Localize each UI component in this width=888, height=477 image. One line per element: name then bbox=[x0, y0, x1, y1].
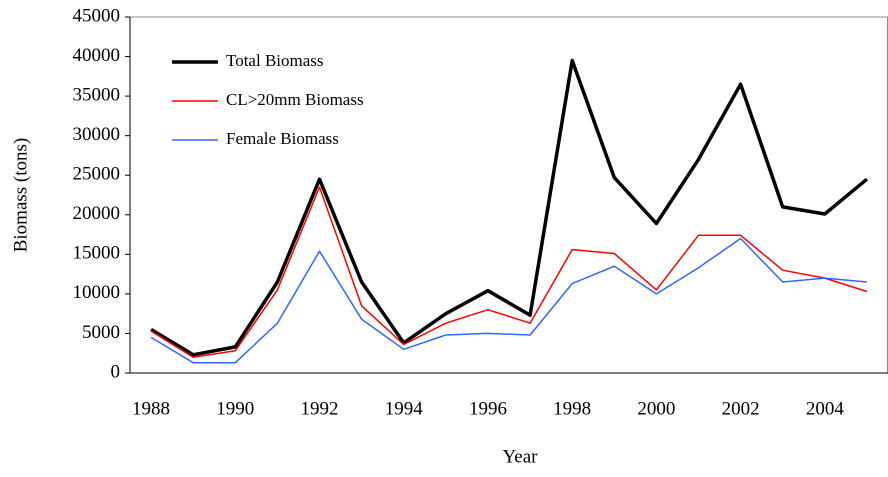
x-tick-label: 1992 bbox=[301, 398, 339, 419]
legend-label: CL>20mm Biomass bbox=[226, 90, 364, 109]
legend-label: Female Biomass bbox=[226, 129, 339, 148]
y-tick-label: 15000 bbox=[73, 243, 121, 264]
legend-label: Total Biomass bbox=[226, 51, 324, 70]
x-axis-label: Year bbox=[502, 446, 538, 467]
y-tick-label: 40000 bbox=[73, 45, 121, 66]
y-tick-label: 45000 bbox=[73, 5, 121, 26]
x-tick-label: 2004 bbox=[806, 398, 845, 419]
y-tick-label: 10000 bbox=[73, 282, 121, 303]
series-line bbox=[150, 237, 867, 364]
y-tick-label: 5000 bbox=[82, 322, 120, 343]
y-tick-label: 0 bbox=[111, 361, 121, 382]
x-tick-label: 1990 bbox=[216, 398, 254, 419]
x-tick-label: 1988 bbox=[132, 398, 170, 419]
series-line bbox=[150, 186, 868, 358]
y-tick-label: 25000 bbox=[73, 164, 121, 185]
x-tick-label: 1994 bbox=[385, 398, 424, 419]
series-line bbox=[150, 58, 869, 357]
x-tick-label: 2000 bbox=[637, 398, 675, 419]
x-tick-label: 2002 bbox=[722, 398, 760, 419]
y-tick-label: 20000 bbox=[73, 203, 121, 224]
y-tick-label: 30000 bbox=[73, 124, 121, 145]
y-tick-label: 35000 bbox=[73, 84, 121, 105]
x-tick-label: 1998 bbox=[553, 398, 591, 419]
y-axis-label: Biomass (tons) bbox=[10, 138, 31, 253]
x-tick-label: 1996 bbox=[469, 398, 507, 419]
